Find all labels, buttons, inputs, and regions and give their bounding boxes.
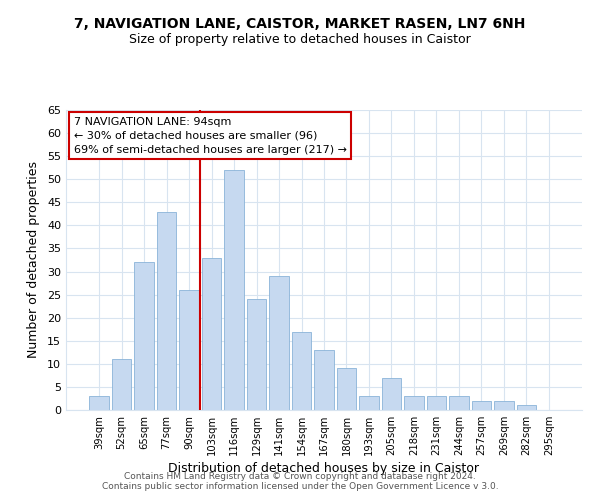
Y-axis label: Number of detached properties: Number of detached properties (27, 162, 40, 358)
Bar (472, 401, 491, 410)
Bar (112, 359, 131, 410)
Bar (292, 332, 311, 410)
Bar (427, 396, 446, 410)
Bar (157, 212, 176, 410)
Bar (517, 406, 536, 410)
Text: Size of property relative to detached houses in Caistor: Size of property relative to detached ho… (129, 32, 471, 46)
Bar (89, 396, 109, 410)
Bar (224, 170, 244, 410)
Bar (202, 258, 221, 410)
Bar (179, 290, 199, 410)
Bar (359, 396, 379, 410)
Bar (494, 401, 514, 410)
Bar (247, 299, 266, 410)
Bar (269, 276, 289, 410)
X-axis label: Distribution of detached houses by size in Caistor: Distribution of detached houses by size … (169, 462, 479, 475)
Bar (404, 396, 424, 410)
Bar (314, 350, 334, 410)
Bar (337, 368, 356, 410)
Bar (134, 262, 154, 410)
Text: 7 NAVIGATION LANE: 94sqm
← 30% of detached houses are smaller (96)
69% of semi-d: 7 NAVIGATION LANE: 94sqm ← 30% of detach… (74, 116, 347, 154)
Text: 7, NAVIGATION LANE, CAISTOR, MARKET RASEN, LN7 6NH: 7, NAVIGATION LANE, CAISTOR, MARKET RASE… (74, 18, 526, 32)
Text: Contains HM Land Registry data © Crown copyright and database right 2024.: Contains HM Land Registry data © Crown c… (124, 472, 476, 481)
Bar (382, 378, 401, 410)
Bar (449, 396, 469, 410)
Text: Contains public sector information licensed under the Open Government Licence v : Contains public sector information licen… (101, 482, 499, 491)
